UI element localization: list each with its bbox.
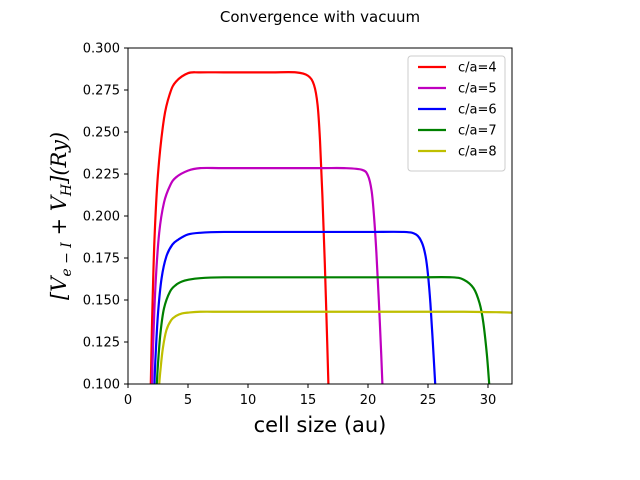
y-tick-label: 0.150 [83,294,120,309]
y-axis-ticks: 0.100 0.125 0.150 0.175 0.200 0.225 0.250 0.275… [83,42,128,393]
legend-label: c/a=5 [458,82,497,97]
series-line-c-a-4 [149,71,330,384]
legend-label: c/a=8 [458,145,497,160]
y-tick-label: 0.300 [83,42,120,57]
series-line-c-a-8 [158,310,512,384]
x-tick-label: 10 [240,393,257,408]
x-tick-label: 30 [480,393,497,408]
x-tick-label: 0 [124,393,132,408]
legend-box [407,55,506,172]
legend: c/a=4 c/a=5 c/a=6 c/a=7 c/a=8 [407,55,506,172]
y-tick-label: 0.125 [83,336,120,351]
chart-title: Convergence with vacuum [220,8,420,26]
y-tick-label: 0.275 [83,84,120,99]
x-tick-label: 5 [184,393,192,408]
x-tick-label: 20 [360,393,377,408]
y-tick-label: 0.100 [83,378,120,393]
y-tick-label: 0.175 [83,252,120,267]
svg-text:[Ve − I + VH](Ry): [Ve − I + VH](Ry) [47,132,75,300]
y-axis-label: [Ve − I + VH](Ry) [47,132,75,300]
x-tick-label: 25 [420,393,437,408]
x-axis-ticks: 0 5 10 15 20 25 30 [124,384,496,408]
series-line-c-a-5 [150,166,384,384]
series-layer [149,71,512,384]
series-line-c-a-6 [153,230,437,384]
legend-label: c/a=6 [458,103,497,118]
y-tick-label: 0.250 [83,126,120,141]
y-tick-label: 0.225 [83,168,120,183]
y-tick-label: 0.200 [83,210,120,225]
series-line-c-a-7 [155,276,491,384]
x-axis-label: cell size (au) [254,413,387,437]
legend-label: c/a=4 [458,61,497,76]
legend-label: c/a=7 [458,124,497,139]
x-tick-label: 15 [300,393,317,408]
